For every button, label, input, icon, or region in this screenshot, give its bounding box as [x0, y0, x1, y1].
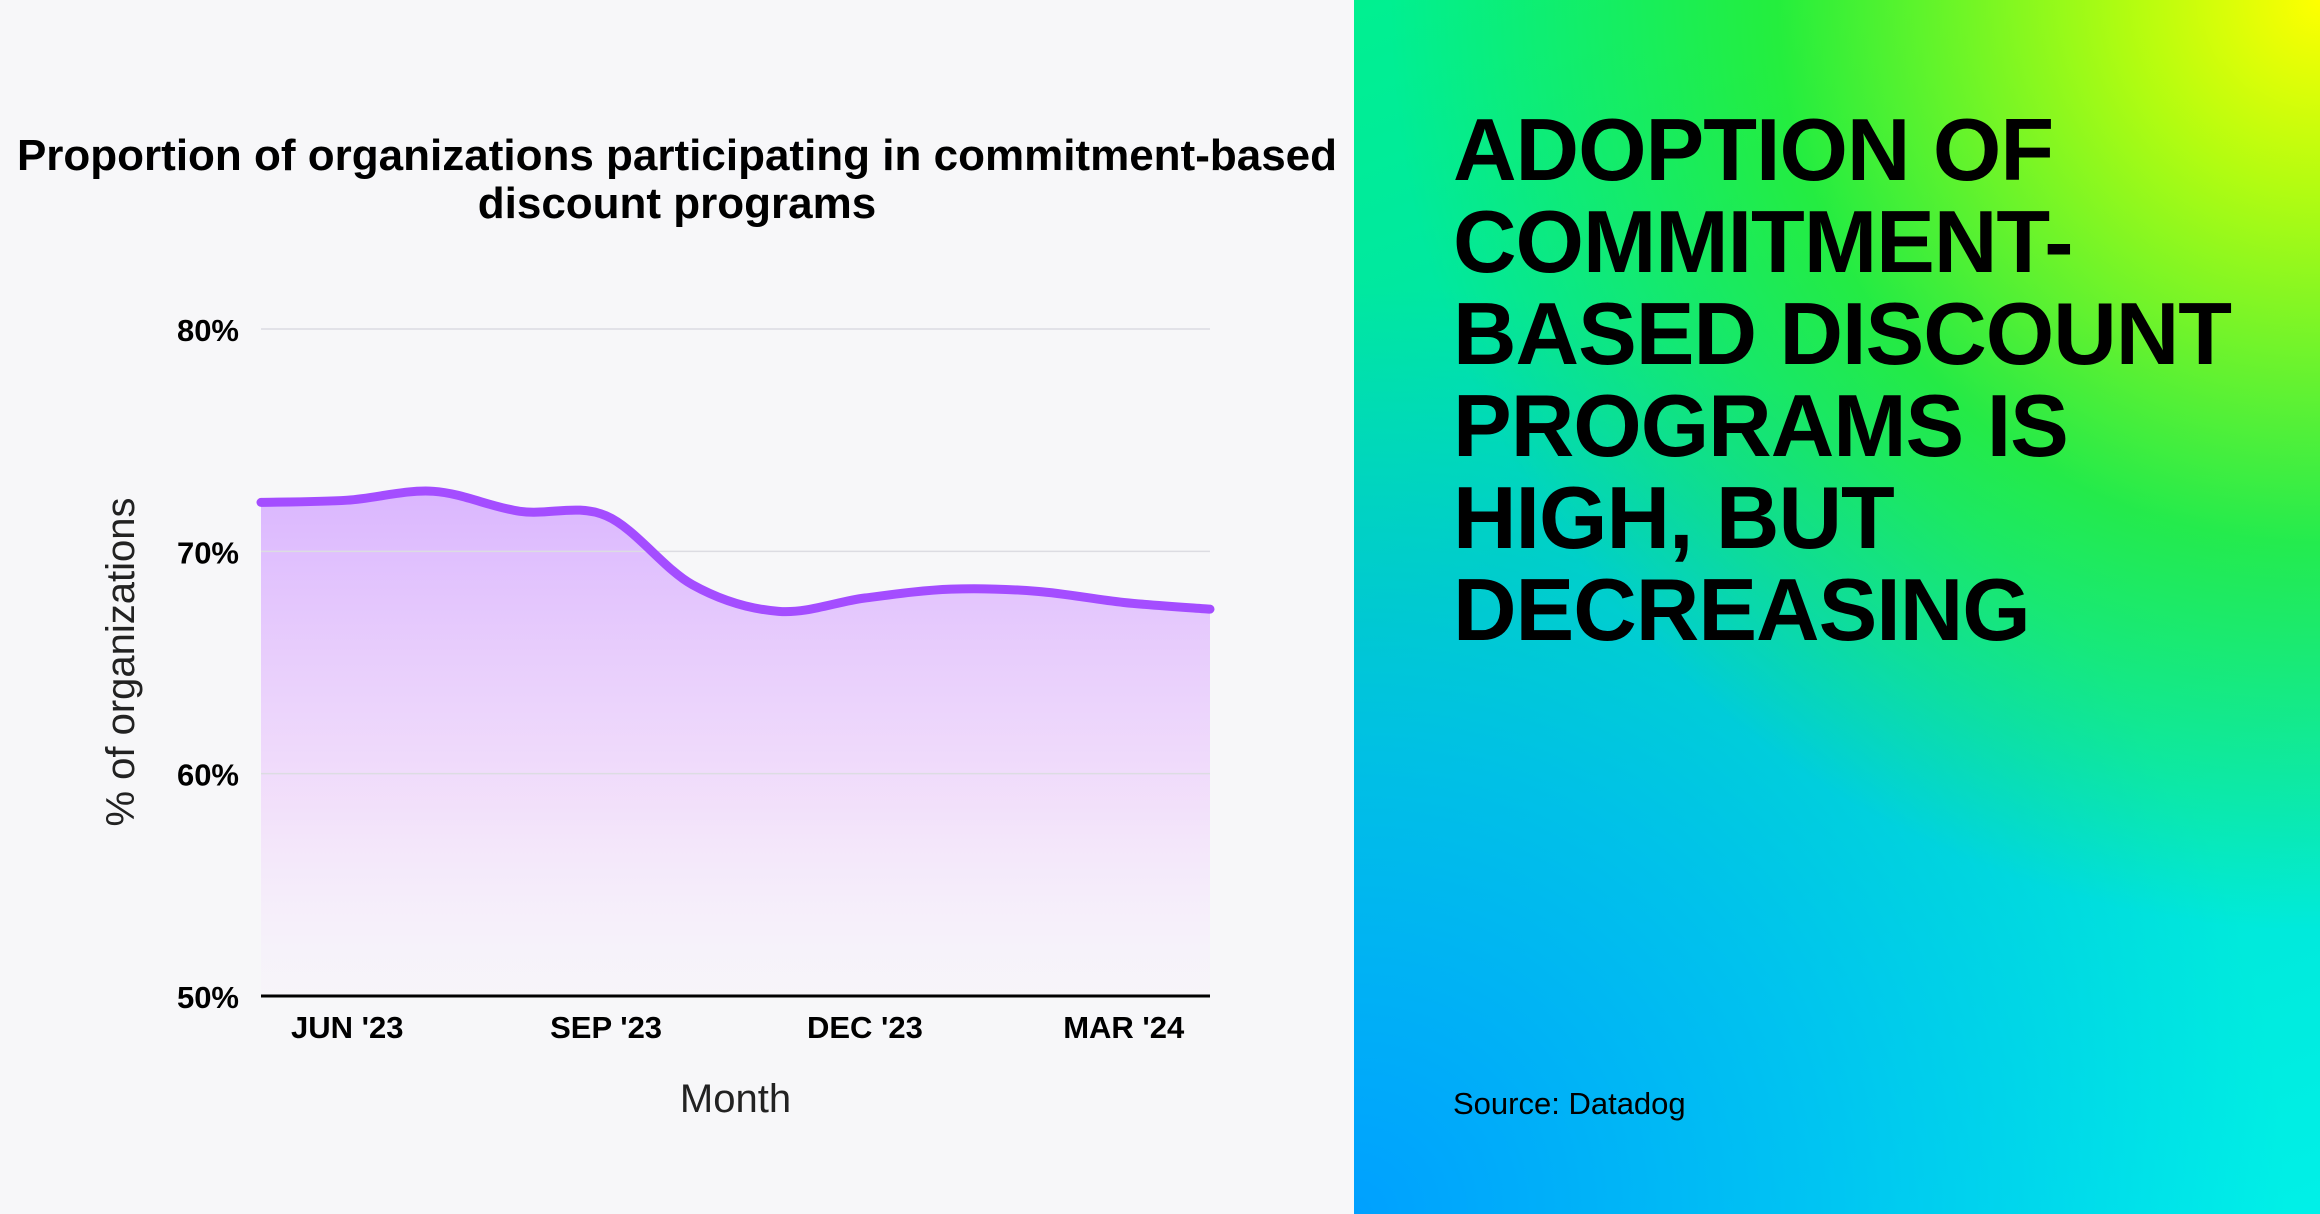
x-tick-label: JUN '23 — [291, 1010, 403, 1045]
x-axis-label: Month — [680, 1077, 791, 1121]
area-chart: 50% 60% 70% 80% JUN '23 SEP '23 DEC '23 MAR '24… — [99, 313, 1215, 1121]
headline-panel: ADOPTION OF COMMITMENT-BASED DISCOUNT PR… — [1354, 0, 2320, 1214]
y-tick-label: 80% — [177, 313, 239, 348]
y-tick-label: 60% — [177, 758, 239, 793]
y-tick-label: 70% — [177, 535, 239, 570]
x-tick-label: DEC '23 — [807, 1010, 923, 1045]
area-fill — [261, 491, 1210, 996]
headline: ADOPTION OF COMMITMENT-BASED DISCOUNT PR… — [1453, 100, 2232, 659]
x-tick-label: SEP '23 — [550, 1010, 662, 1045]
source-note: Source: Datadog — [1453, 1086, 1686, 1121]
y-axis-label: % of organizations — [99, 497, 143, 826]
chart-panel: Proportion of organizations participatin… — [16, 131, 1338, 1121]
x-tick-label: MAR '24 — [1063, 1010, 1185, 1045]
series-line — [256, 486, 1215, 617]
y-tick-label: 50% — [177, 980, 239, 1015]
chart-title: Proportion of organizations participatin… — [16, 131, 1338, 228]
